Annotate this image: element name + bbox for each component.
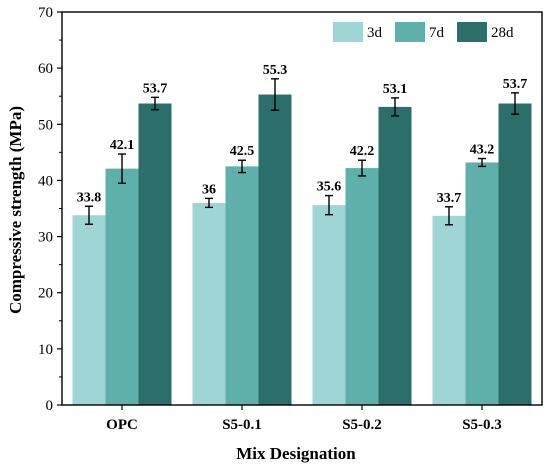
y-tick-label-60: 60	[38, 61, 53, 77]
legend-swatch-7d	[395, 22, 425, 42]
y-tick-label-70: 70	[38, 5, 53, 21]
data-label-7d-S5-0.3: 43.2	[470, 143, 495, 158]
bar-3d-S5-0.3	[432, 215, 466, 405]
legend-label-3d: 3d	[367, 25, 383, 41]
y-tick-label-50: 50	[38, 117, 53, 133]
y-axis-title: Compressive strength (MPa)	[6, 106, 25, 314]
legend: 3d 7d 28d	[333, 22, 514, 42]
data-label-7d-S5-0.2: 42.2	[350, 144, 375, 159]
plot-frame	[61, 11, 543, 406]
data-labels-group: 33.8 42.1 53.7 36 42.5 55.3 35.6 42.2 53.1 33.7 43…	[77, 63, 528, 206]
bar-3d-S5-0.1	[192, 202, 226, 405]
bar-28d-S5-0.1	[258, 94, 292, 405]
y-tick-label-20: 20	[38, 286, 53, 302]
data-label-3d-S5-0.3: 33.7	[437, 191, 462, 206]
bar-7d-S5-0.2	[345, 168, 379, 405]
bar-3d-OPC	[72, 215, 106, 405]
legend-label-7d: 7d	[429, 25, 445, 41]
legend-swatch-3d	[333, 22, 363, 42]
x-tick-label-S5-0.3: S5-0.3	[462, 417, 502, 433]
y-tick-label-30: 30	[38, 230, 53, 246]
bar-28d-S5-0.2	[378, 106, 412, 405]
bar-7d-OPC	[105, 168, 139, 405]
error-bars-group	[85, 78, 519, 226]
data-label-28d-OPC: 53.7	[143, 81, 168, 96]
y-tick-label-10: 10	[38, 342, 53, 358]
x-tick-label-OPC: OPC	[106, 417, 138, 433]
x-tick-label-S5-0.1: S5-0.1	[222, 417, 262, 433]
data-label-3d-S5-0.2: 35.6	[317, 180, 342, 195]
y-tick-label-40: 40	[38, 173, 53, 189]
axes-group: OPC S5-0.1 S5-0.2 S5-0.3 0 10 20 30 40 50 60 70	[38, 5, 543, 433]
bars-group	[72, 94, 532, 406]
x-axis-title: Mix Designation	[236, 444, 356, 463]
data-label-3d-OPC: 33.8	[77, 190, 102, 205]
data-label-28d-S5-0.3: 53.7	[503, 77, 528, 92]
data-label-7d-OPC: 42.1	[110, 138, 135, 153]
bar-28d-OPC	[138, 103, 172, 406]
bar-3d-S5-0.2	[312, 205, 346, 405]
legend-label-28d: 28d	[491, 25, 514, 41]
bar-7d-S5-0.3	[465, 162, 499, 405]
y-tick-label-0: 0	[46, 398, 54, 414]
data-label-7d-S5-0.1: 42.5	[230, 144, 255, 159]
bar-28d-S5-0.3	[498, 103, 532, 406]
legend-swatch-28d	[457, 22, 487, 42]
data-label-28d-S5-0.1: 55.3	[263, 63, 288, 78]
bar-7d-S5-0.1	[225, 166, 259, 405]
data-label-28d-S5-0.2: 53.1	[383, 82, 408, 97]
x-tick-label-S5-0.2: S5-0.2	[342, 417, 382, 433]
data-label-3d-S5-0.1: 36	[202, 182, 216, 197]
